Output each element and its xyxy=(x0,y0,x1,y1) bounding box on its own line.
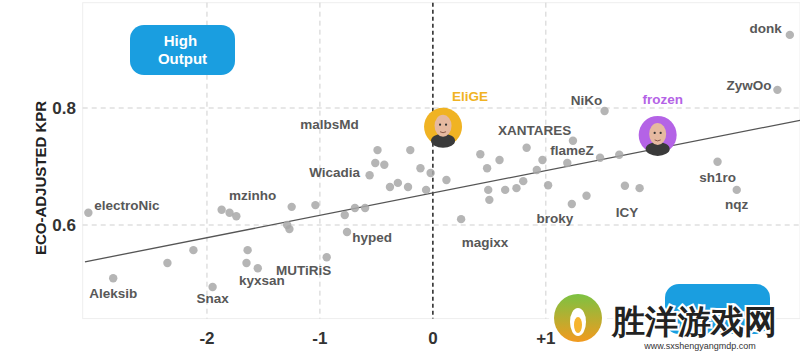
point xyxy=(484,186,492,194)
y-axis-label: ECO-ADJUSTED KPR xyxy=(32,101,49,255)
point xyxy=(733,186,741,194)
point-label: EliGE xyxy=(452,89,488,104)
point-label: flameZ xyxy=(550,143,594,158)
point xyxy=(485,196,493,204)
point-label: ZywOo xyxy=(726,78,771,93)
watermark-url: www.sxshengyangmdp.com xyxy=(643,341,756,351)
point xyxy=(533,166,541,174)
point xyxy=(519,177,527,185)
point xyxy=(416,164,424,172)
point xyxy=(394,179,402,187)
point xyxy=(563,159,571,167)
point xyxy=(365,171,373,179)
point-label: sh1ro xyxy=(699,170,736,185)
point xyxy=(544,181,552,189)
point-label: mzinho xyxy=(229,188,276,203)
point-label: ICY xyxy=(616,205,639,220)
x-tick-label: -1 xyxy=(312,329,327,348)
x-tick-label: -2 xyxy=(199,329,214,348)
point xyxy=(361,204,369,212)
point-label: hyped xyxy=(352,230,392,245)
chart: 0.60.8-2-10+1ECO-ADJUSTED KPRHigh Output… xyxy=(0,0,800,354)
point xyxy=(600,107,608,115)
point xyxy=(522,144,530,152)
point xyxy=(163,259,171,267)
point xyxy=(442,176,450,184)
plot-area xyxy=(84,31,800,292)
point xyxy=(621,182,629,190)
point xyxy=(84,209,92,217)
point-label: XANTARES xyxy=(498,123,571,138)
point xyxy=(538,156,546,164)
y-tick-label: 0.6 xyxy=(52,216,76,235)
point xyxy=(283,221,291,229)
point xyxy=(501,186,509,194)
point xyxy=(311,201,319,209)
player-photo-point xyxy=(639,116,677,156)
point xyxy=(512,184,520,192)
point xyxy=(495,156,503,164)
point xyxy=(582,192,590,200)
watermark: 胜洋游戏网www.sxshengyangmdp.com xyxy=(549,289,777,351)
point-label: magixx xyxy=(462,235,509,250)
point xyxy=(254,264,262,272)
point-label: electroNic xyxy=(94,198,160,213)
point xyxy=(426,169,434,177)
point xyxy=(773,86,781,94)
point xyxy=(109,274,117,282)
plot-frame xyxy=(83,3,800,319)
point-label: nqz xyxy=(725,197,748,212)
point-label: frozen xyxy=(642,92,683,107)
point-label: Snax xyxy=(196,291,229,306)
trend-line xyxy=(85,120,800,262)
point xyxy=(457,215,465,223)
point xyxy=(189,246,197,254)
point xyxy=(386,183,394,191)
player-photo-point xyxy=(424,108,462,148)
point xyxy=(371,159,379,167)
y-tick-label: 0.8 xyxy=(52,99,76,118)
point xyxy=(243,246,251,254)
point-label: kyxsan xyxy=(239,273,285,288)
point xyxy=(373,146,381,154)
point xyxy=(343,228,351,236)
point xyxy=(341,211,349,219)
watermark-title: 胜洋游戏网 xyxy=(611,302,777,341)
badge-box xyxy=(130,25,235,75)
point xyxy=(351,204,359,212)
y-grid-line xyxy=(83,225,800,226)
point xyxy=(404,183,412,191)
point xyxy=(786,31,794,39)
x-tick-label: 0 xyxy=(428,329,437,348)
point xyxy=(242,259,250,267)
point xyxy=(596,154,604,162)
point-label: malbsMd xyxy=(300,117,359,132)
point xyxy=(208,283,216,291)
badge-text: High Output xyxy=(158,32,207,67)
point xyxy=(568,200,576,208)
point-label: NiKo xyxy=(571,93,603,108)
point xyxy=(476,150,484,158)
point xyxy=(422,186,430,194)
point xyxy=(225,209,233,217)
point-label: Wicadia xyxy=(309,165,360,180)
point xyxy=(287,203,295,211)
point xyxy=(615,151,623,159)
point xyxy=(380,161,388,169)
point xyxy=(322,253,330,261)
point xyxy=(713,158,721,166)
point xyxy=(217,206,225,214)
zero-line xyxy=(432,3,434,319)
point xyxy=(635,184,643,192)
point-label: Aleksib xyxy=(89,286,137,301)
point xyxy=(406,146,414,154)
point-label: broky xyxy=(536,211,573,226)
point xyxy=(483,164,491,172)
point-label: donk xyxy=(750,21,783,36)
